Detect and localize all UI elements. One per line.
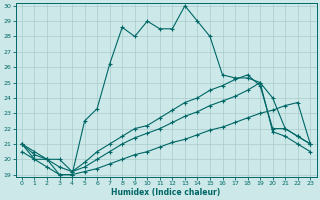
X-axis label: Humidex (Indice chaleur): Humidex (Indice chaleur) [111, 188, 221, 197]
